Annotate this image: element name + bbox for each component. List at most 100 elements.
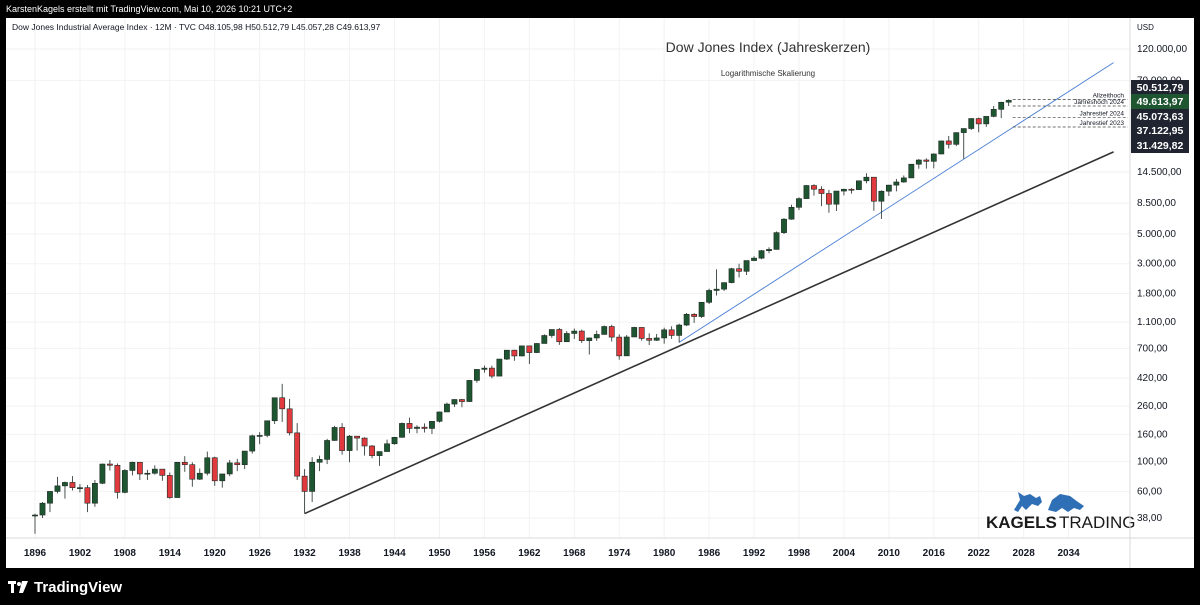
- candle[interactable]: [878, 190, 885, 219]
- candle[interactable]: [219, 473, 226, 488]
- candle[interactable]: [713, 269, 720, 296]
- candle[interactable]: [691, 312, 698, 323]
- candle[interactable]: [945, 135, 952, 149]
- tradingview-logo[interactable]: TradingView: [8, 577, 122, 597]
- candle[interactable]: [466, 380, 473, 402]
- candle[interactable]: [211, 456, 218, 486]
- candle[interactable]: [908, 163, 915, 179]
- candle[interactable]: [841, 188, 847, 196]
- candle[interactable]: [833, 190, 840, 212]
- candle[interactable]: [998, 101, 1005, 119]
- candle[interactable]: [69, 476, 76, 491]
- candle[interactable]: [32, 513, 38, 534]
- candle[interactable]: [444, 402, 450, 413]
- candle[interactable]: [166, 472, 173, 499]
- candle[interactable]: [968, 118, 975, 130]
- candle[interactable]: [563, 331, 570, 343]
- candle[interactable]: [758, 250, 765, 260]
- candle[interactable]: [324, 438, 331, 465]
- candle[interactable]: [136, 461, 143, 480]
- candle[interactable]: [376, 451, 383, 466]
- candle[interactable]: [578, 329, 585, 343]
- trendline[interactable]: [304, 151, 1114, 515]
- candle[interactable]: [533, 343, 540, 354]
- candle[interactable]: [616, 334, 623, 360]
- candle[interactable]: [526, 345, 533, 365]
- candle[interactable]: [848, 188, 855, 194]
- candle[interactable]: [608, 324, 615, 342]
- candle[interactable]: [474, 369, 480, 383]
- candle[interactable]: [316, 455, 323, 472]
- candle[interactable]: [863, 173, 870, 184]
- candle[interactable]: [653, 333, 660, 341]
- candle[interactable]: [900, 175, 907, 183]
- candle[interactable]: [54, 476, 61, 494]
- candle[interactable]: [181, 456, 188, 472]
- candle[interactable]: [481, 365, 488, 373]
- candle[interactable]: [234, 458, 241, 472]
- candle[interactable]: [421, 423, 428, 433]
- candle[interactable]: [331, 425, 338, 441]
- candle[interactable]: [781, 218, 787, 234]
- candle[interactable]: [796, 197, 802, 211]
- candle[interactable]: [511, 349, 518, 361]
- candle[interactable]: [189, 462, 196, 487]
- candle[interactable]: [503, 349, 510, 360]
- candle[interactable]: [728, 267, 735, 284]
- candle[interactable]: [144, 469, 151, 480]
- candle[interactable]: [773, 231, 780, 250]
- candle[interactable]: [436, 411, 443, 423]
- candle[interactable]: [1005, 99, 1012, 107]
- candle[interactable]: [241, 450, 248, 470]
- candle[interactable]: [811, 184, 817, 196]
- candle[interactable]: [451, 399, 458, 407]
- candle[interactable]: [279, 383, 286, 422]
- candle[interactable]: [391, 436, 398, 445]
- candle[interactable]: [204, 451, 211, 476]
- candle[interactable]: [803, 185, 810, 199]
- candle[interactable]: [990, 105, 997, 118]
- candle[interactable]: [271, 397, 278, 425]
- candle[interactable]: [788, 204, 795, 220]
- candle[interactable]: [676, 323, 683, 343]
- candle[interactable]: [354, 435, 360, 451]
- candle[interactable]: [751, 256, 757, 262]
- candle[interactable]: [953, 132, 960, 147]
- candle[interactable]: [855, 180, 862, 190]
- candle[interactable]: [151, 465, 158, 475]
- candle[interactable]: [92, 479, 98, 507]
- candle[interactable]: [384, 439, 390, 452]
- candle[interactable]: [107, 459, 113, 471]
- candle[interactable]: [646, 333, 653, 346]
- candle[interactable]: [698, 301, 705, 318]
- candle[interactable]: [721, 282, 727, 291]
- candle[interactable]: [818, 186, 825, 207]
- candle[interactable]: [983, 116, 990, 127]
- candle[interactable]: [661, 327, 668, 344]
- candle[interactable]: [960, 128, 967, 159]
- candle[interactable]: [301, 469, 308, 514]
- candle[interactable]: [226, 459, 233, 477]
- candle[interactable]: [286, 398, 293, 436]
- candle[interactable]: [294, 423, 301, 480]
- candle[interactable]: [930, 153, 937, 169]
- candle[interactable]: [736, 263, 742, 278]
- candle[interactable]: [631, 326, 638, 338]
- candle[interactable]: [706, 288, 712, 304]
- candle[interactable]: [518, 345, 525, 357]
- candle[interactable]: [174, 461, 181, 498]
- candle[interactable]: [159, 468, 166, 481]
- candle[interactable]: [249, 434, 256, 454]
- candle[interactable]: [256, 432, 263, 445]
- trendline[interactable]: [678, 62, 1114, 343]
- candle[interactable]: [406, 417, 413, 434]
- candle[interactable]: [571, 328, 578, 339]
- candle[interactable]: [683, 312, 690, 327]
- candle[interactable]: [496, 358, 503, 377]
- candle[interactable]: [429, 421, 435, 434]
- candle[interactable]: [638, 327, 645, 341]
- candle[interactable]: [99, 463, 106, 485]
- candle[interactable]: [414, 425, 420, 434]
- candle[interactable]: [62, 481, 68, 499]
